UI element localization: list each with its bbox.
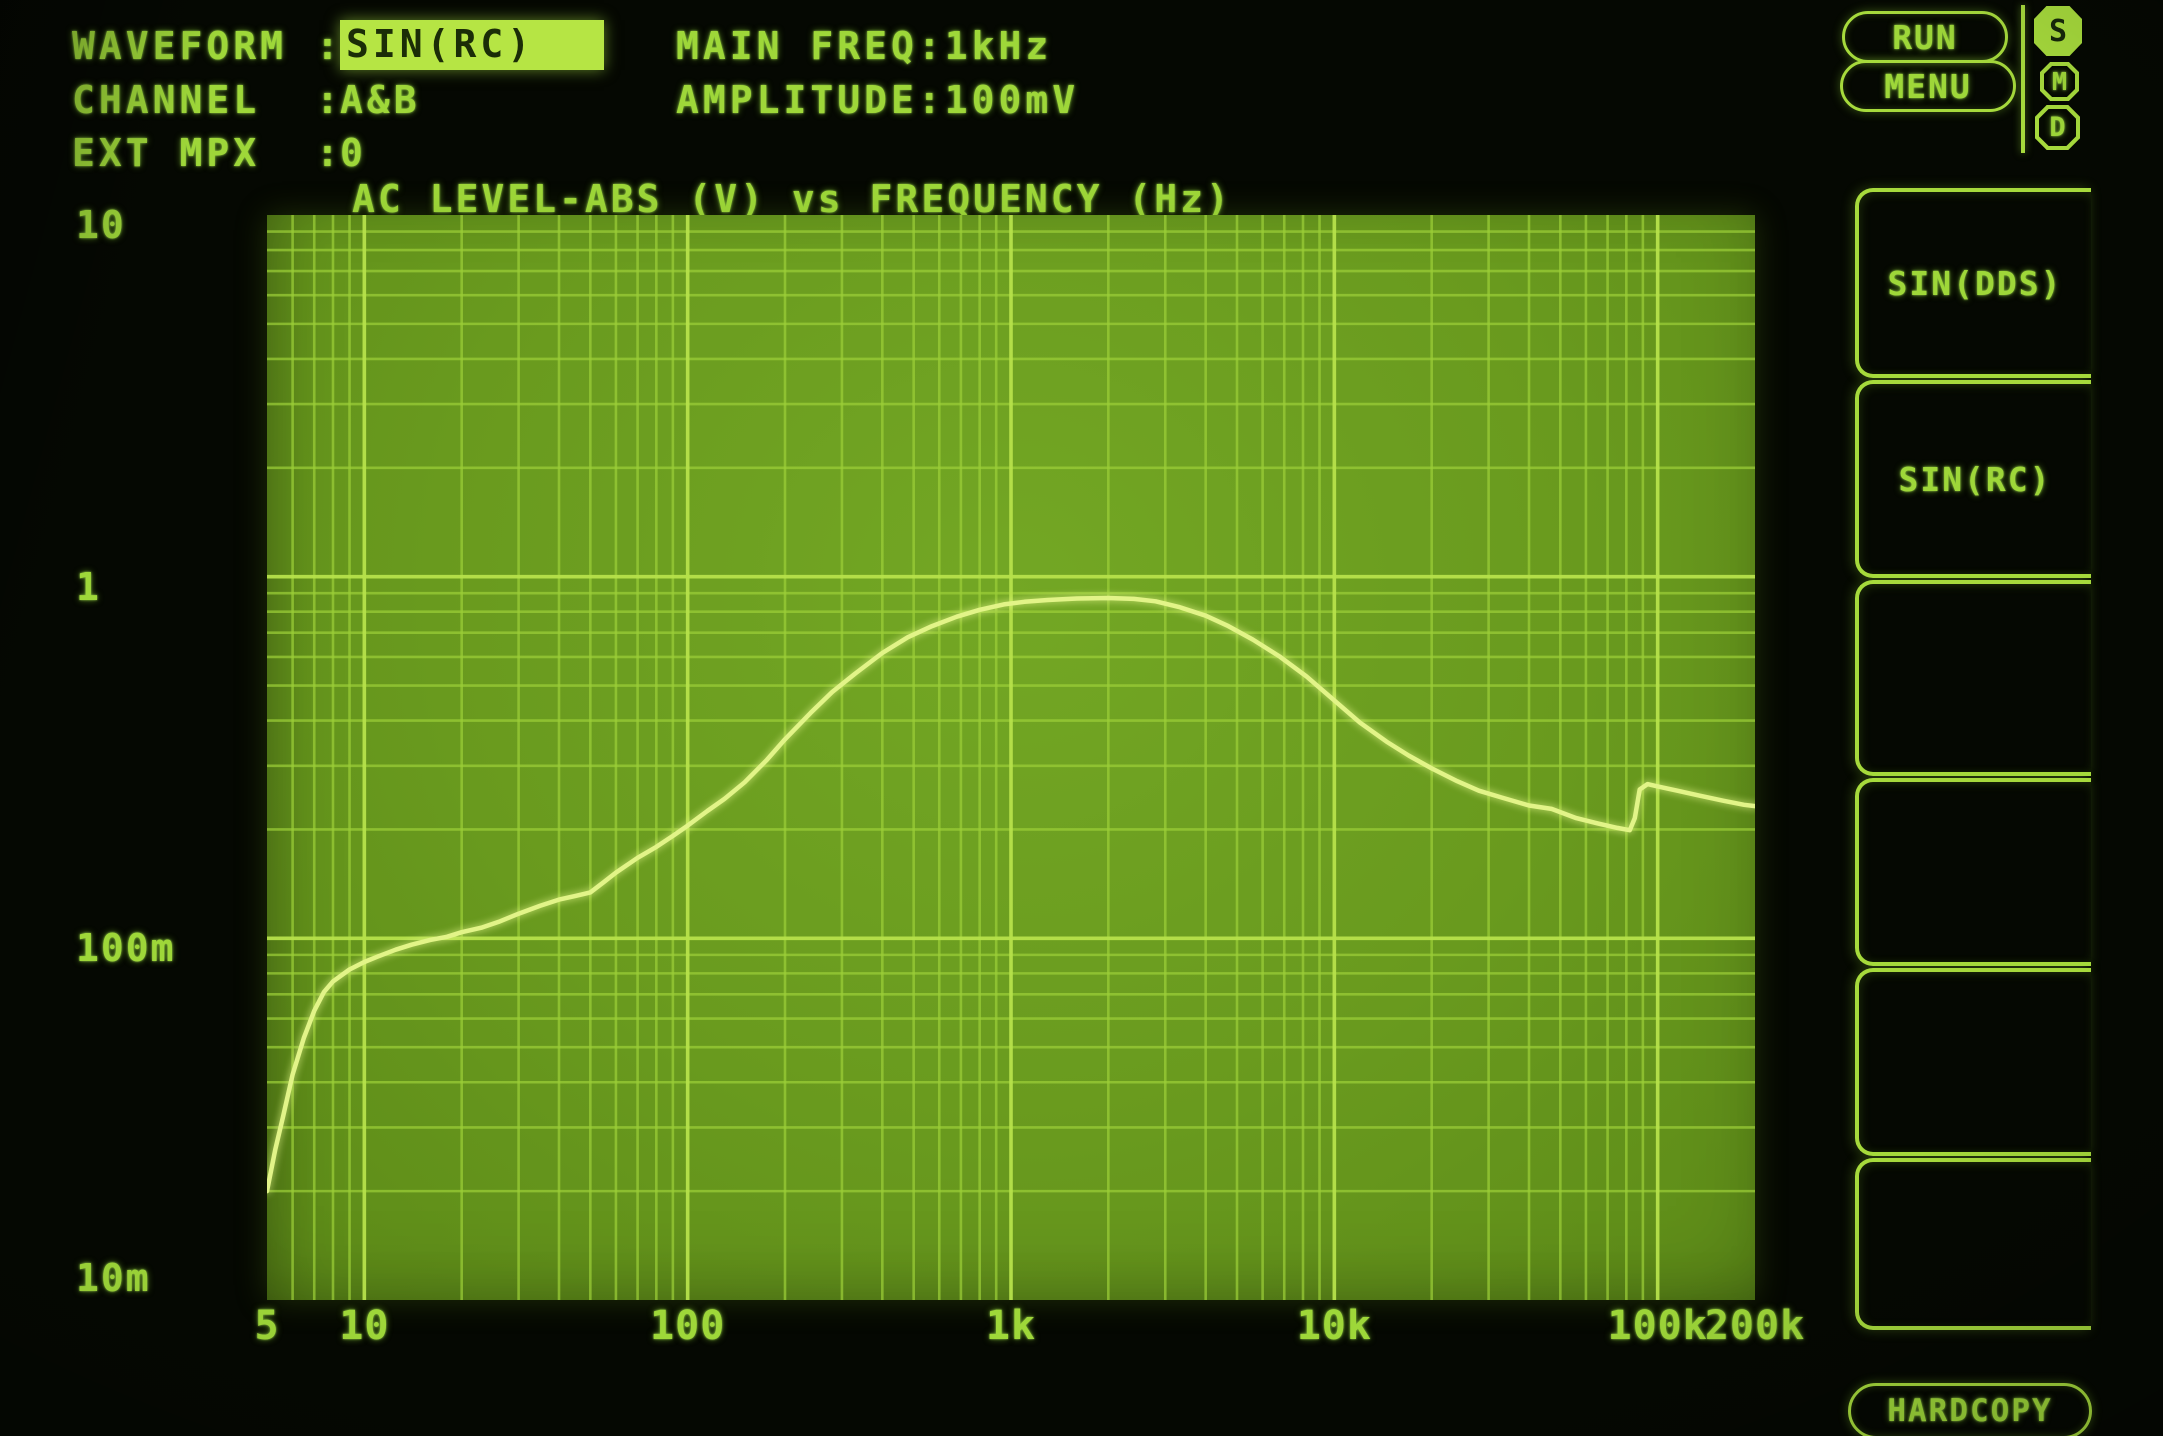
- plot-area: [267, 215, 1755, 1300]
- status-badge-s-active: S: [2034, 6, 2082, 56]
- softkey-sin-rc-label: SIN(RC): [1898, 459, 2052, 499]
- run-button[interactable]: RUN: [1842, 11, 2008, 63]
- s-badge-letter: S: [2048, 13, 2068, 49]
- x-tick-10k: 10k: [1296, 1303, 1372, 1349]
- x-tick-5: 5: [254, 1303, 280, 1349]
- d-badge-letter: D: [2049, 112, 2066, 143]
- x-tick-1k: 1k: [985, 1303, 1037, 1349]
- status-separator: [2021, 5, 2025, 153]
- y-tick-10: 10: [76, 203, 126, 247]
- menu-button[interactable]: MENU: [1840, 60, 2016, 112]
- softkey-sin-dds-label: SIN(DDS): [1887, 263, 2063, 303]
- x-tick-200k: 200k: [1704, 1303, 1806, 1349]
- status-badge-d: D: [2035, 105, 2080, 150]
- x-tick-10: 10: [339, 1303, 390, 1349]
- softkey-sin-rc[interactable]: SIN(RC): [1855, 380, 2091, 578]
- x-tick-100: 100: [650, 1303, 726, 1349]
- hardcopy-button[interactable]: HARDCOPY: [1848, 1383, 2092, 1436]
- y-tick-100m: 100m: [76, 926, 176, 971]
- frequency-response-chart: [267, 215, 1755, 1300]
- main-freq-readout: MAIN FREQ:1kHz: [676, 24, 1053, 68]
- softkey-blank-6[interactable]: [1855, 1158, 2091, 1330]
- channel-label: CHANNEL: [72, 78, 261, 122]
- amplitude-readout: AMPLITUDE:100mV: [676, 78, 1080, 122]
- softkey-sin-dds[interactable]: SIN(DDS): [1855, 188, 2091, 378]
- y-tick-1: 1: [76, 564, 101, 609]
- ext-mpx-separator: :: [316, 131, 343, 175]
- ext-mpx-label: EXT MPX: [72, 131, 261, 175]
- m-badge-letter: M: [2051, 67, 2068, 96]
- softkey-blank-5[interactable]: [1855, 968, 2091, 1156]
- channel-value: A&B: [340, 78, 421, 122]
- ext-mpx-value: 0: [340, 131, 367, 175]
- y-tick-10m: 10m: [76, 1256, 151, 1300]
- softkey-blank-4[interactable]: [1855, 778, 2091, 966]
- status-badge-m: M: [2040, 62, 2079, 101]
- softkey-blank-3[interactable]: [1855, 580, 2091, 776]
- waveform-separator: :: [316, 24, 343, 68]
- channel-separator: :: [316, 78, 343, 122]
- x-tick-100k: 100k: [1607, 1303, 1708, 1349]
- waveform-value[interactable]: SIN(RC): [340, 20, 604, 70]
- waveform-label: WAVEFORM: [72, 24, 288, 68]
